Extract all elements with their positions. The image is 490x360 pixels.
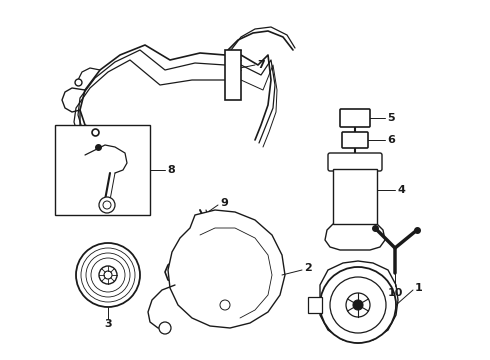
Polygon shape bbox=[168, 210, 285, 328]
Text: 5: 5 bbox=[387, 113, 394, 123]
Circle shape bbox=[99, 197, 115, 213]
Circle shape bbox=[353, 300, 363, 310]
Text: 9: 9 bbox=[220, 198, 228, 208]
Text: 1: 1 bbox=[415, 283, 423, 293]
Bar bbox=[55, 125, 150, 215]
Text: 7: 7 bbox=[257, 60, 265, 70]
Circle shape bbox=[220, 300, 230, 310]
Text: 4: 4 bbox=[397, 185, 405, 195]
FancyBboxPatch shape bbox=[340, 109, 370, 127]
Circle shape bbox=[159, 322, 171, 334]
Text: 10: 10 bbox=[387, 288, 403, 298]
Text: 3: 3 bbox=[104, 319, 112, 329]
Circle shape bbox=[104, 271, 112, 279]
Circle shape bbox=[76, 243, 140, 307]
Bar bbox=[333, 169, 377, 224]
Circle shape bbox=[103, 201, 111, 209]
FancyBboxPatch shape bbox=[328, 153, 382, 171]
Circle shape bbox=[320, 267, 396, 343]
Text: 8: 8 bbox=[167, 165, 175, 175]
Circle shape bbox=[99, 266, 117, 284]
Bar bbox=[308, 297, 322, 313]
Circle shape bbox=[330, 277, 386, 333]
Circle shape bbox=[346, 293, 370, 317]
Bar bbox=[225, 50, 241, 100]
Text: 2: 2 bbox=[304, 263, 312, 273]
Text: 6: 6 bbox=[387, 135, 395, 145]
FancyBboxPatch shape bbox=[342, 132, 368, 148]
